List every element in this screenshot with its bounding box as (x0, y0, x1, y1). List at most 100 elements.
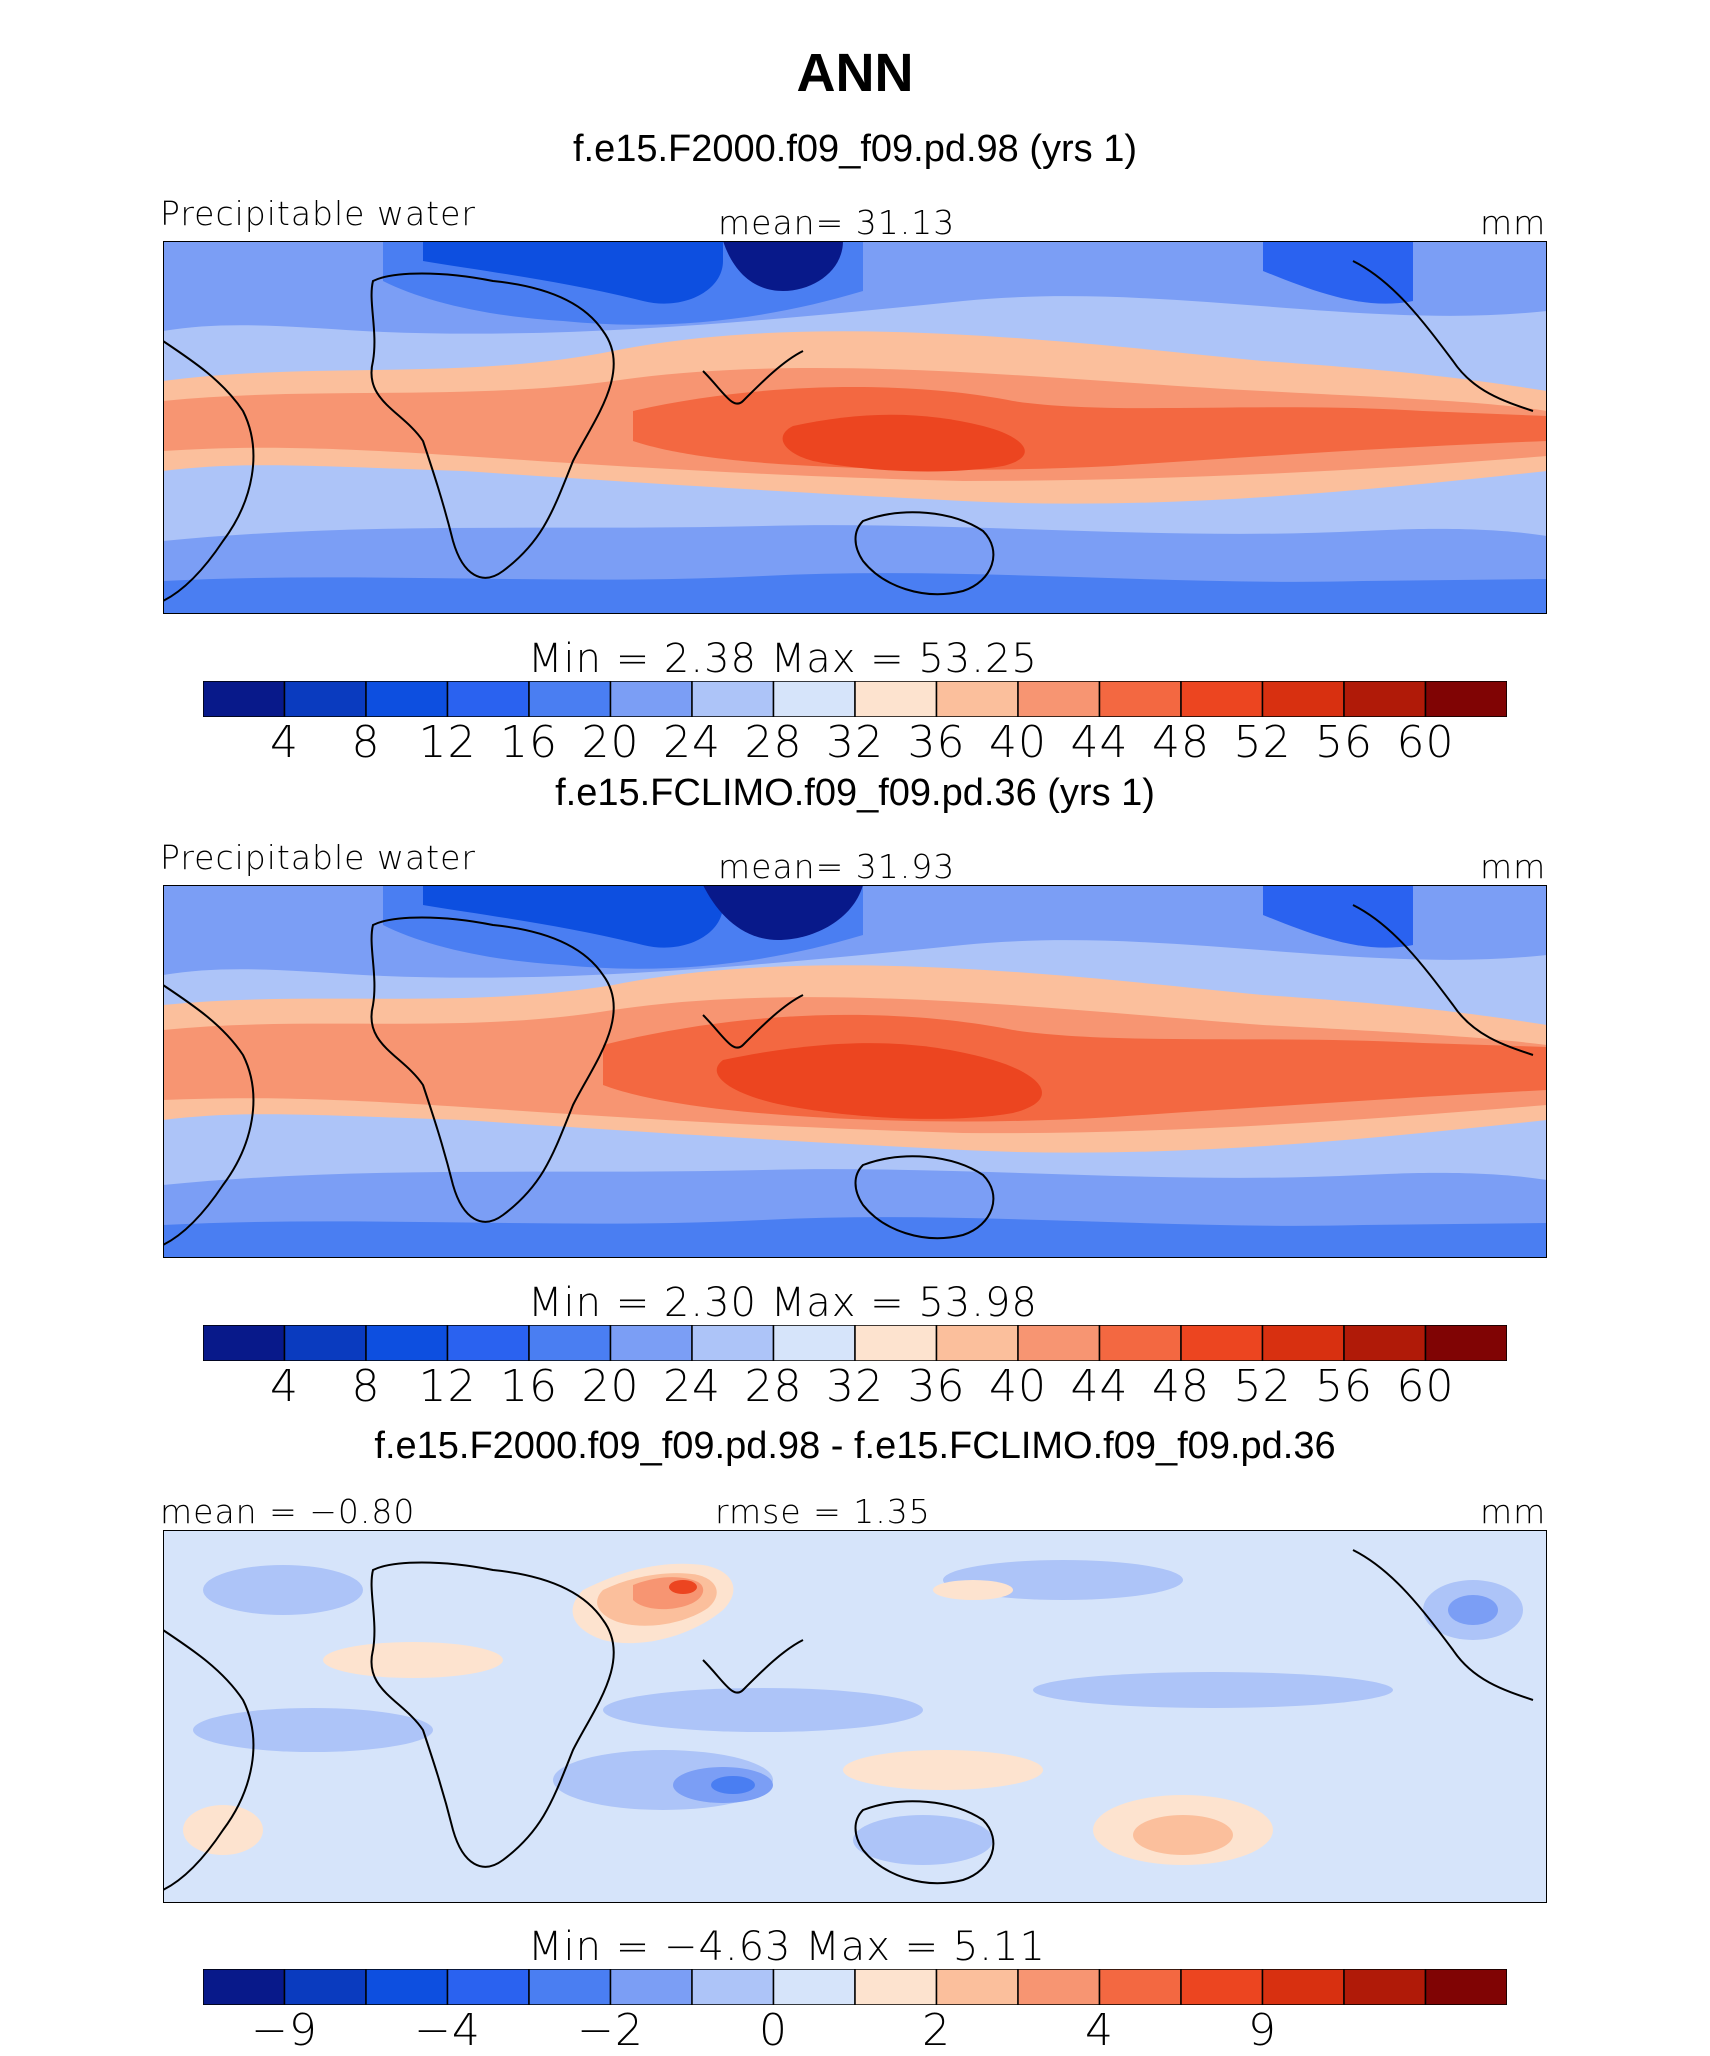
panel1-colorbar-boxes (203, 681, 1507, 717)
colorbar-box (1261, 1325, 1345, 1361)
colorbar-box (691, 681, 775, 717)
panel1-map (163, 241, 1547, 614)
colorbar-box (365, 681, 449, 717)
colorbar-box (1424, 1969, 1507, 2005)
figure-title: ANN (796, 43, 914, 103)
colorbar-tick-label: −4 (414, 2005, 481, 2056)
panel3-rmse-label: rmse = 1.35 (715, 1492, 931, 1531)
colorbar-box (365, 1969, 449, 2005)
panel1-case-title: f.e15.F2000.f09_f09.pd.98 (yrs 1) (572, 128, 1138, 170)
colorbar-box (1180, 1969, 1264, 2005)
colorbar-tick-label: 4 (270, 1361, 299, 1412)
colorbar-box (609, 681, 693, 717)
colorbar-box (1424, 681, 1507, 717)
colorbar-box (283, 1969, 367, 2005)
colorbar-box (1098, 1969, 1182, 2005)
colorbar-box (1180, 681, 1264, 717)
panel1-mean-label: mean= 31.13 (718, 203, 956, 242)
colorbar-box (854, 1969, 938, 2005)
panel2-units-label: mm (1480, 847, 1547, 886)
colorbar-box (1098, 1325, 1182, 1361)
colorbar-box (772, 681, 856, 717)
colorbar-box (203, 681, 286, 717)
colorbar-tick-label: 0 (759, 2005, 788, 2056)
colorbar-box (446, 1325, 530, 1361)
colorbar-box (446, 681, 530, 717)
colorbar-tick-label: 20 (581, 1361, 640, 1412)
colorbar-box (528, 1969, 612, 2005)
colorbar-box (609, 1969, 693, 2005)
colorbar-tick-label: 48 (1152, 717, 1210, 768)
panel3-mean-label: mean = −0.80 (160, 1492, 416, 1531)
colorbar-box (203, 1969, 286, 2005)
panel3-minmax-label: Min = −4.63 Max = 5.11 (528, 1924, 1046, 1970)
colorbar-tick-label: 60 (1396, 1361, 1455, 1412)
colorbar-box (935, 1325, 1019, 1361)
colorbar-box (854, 681, 938, 717)
panel1-minmax-label: Min = 2.38 Max = 53.25 (528, 636, 1038, 682)
colorbar-box (1017, 1325, 1101, 1361)
panel1-units-label: mm (1480, 203, 1547, 242)
colorbar-box (1343, 1969, 1427, 2005)
colorbar-tick-label: 40 (989, 1361, 1047, 1412)
colorbar-tick-label: 2 (922, 2005, 951, 2056)
colorbar-tick-label: 9 (1248, 2005, 1277, 2056)
colorbar-box (935, 681, 1019, 717)
colorbar-tick-label: 12 (418, 717, 477, 768)
colorbar-tick-label: −9 (251, 2005, 318, 2056)
colorbar-box (528, 1325, 612, 1361)
colorbar-tick-label: 52 (1233, 1361, 1292, 1412)
panel3-units-label: mm (1480, 1492, 1547, 1531)
colorbar-tick-label: 12 (418, 1361, 477, 1412)
panel2-variable-label: Precipitable water (160, 838, 476, 877)
panel3-case-title: f.e15.F2000.f09_f09.pd.98 - f.e15.FCLIMO… (374, 1425, 1336, 1467)
colorbar-box (772, 1325, 856, 1361)
panel3-colorbar-boxes (203, 1969, 1507, 2005)
colorbar-tick-label: 16 (500, 717, 558, 768)
colorbar-box (1180, 1325, 1264, 1361)
colorbar-tick-label: 40 (989, 717, 1047, 768)
panel2-mean-label: mean= 31.93 (718, 847, 956, 886)
colorbar-tick-label: 32 (826, 717, 884, 768)
colorbar-box (1343, 681, 1427, 717)
colorbar-box (691, 1325, 775, 1361)
colorbar-box (1017, 681, 1101, 717)
colorbar-box (1343, 1325, 1427, 1361)
colorbar-box (1424, 1325, 1507, 1361)
colorbar-tick-label: 28 (744, 717, 803, 768)
colorbar-tick-label: 36 (907, 1361, 966, 1412)
colorbar-tick-label: 44 (1070, 1361, 1129, 1412)
panel1-colorbar (203, 681, 1507, 717)
colorbar-box (1098, 681, 1182, 717)
colorbar-tick-label: 36 (907, 717, 966, 768)
colorbar-box (528, 681, 612, 717)
panel2-map (163, 885, 1547, 1258)
colorbar-box (772, 1969, 856, 2005)
colorbar-tick-label: 48 (1152, 1361, 1210, 1412)
colorbar-box (1017, 1969, 1101, 2005)
colorbar-tick-label: 28 (744, 1361, 803, 1412)
colorbar-box (1261, 681, 1345, 717)
colorbar-tick-label: 8 (351, 1361, 381, 1412)
colorbar-tick-label: 8 (351, 717, 381, 768)
colorbar-tick-label: 60 (1396, 717, 1455, 768)
colorbar-tick-label: 16 (500, 1361, 558, 1412)
panel2-colorbar-boxes (203, 1325, 1507, 1361)
colorbar-box (283, 1325, 367, 1361)
colorbar-box (935, 1969, 1019, 2005)
colorbar-tick-label: 24 (663, 1361, 721, 1412)
colorbar-box (446, 1969, 530, 2005)
panel2-case-title: f.e15.FCLIMO.f09_f09.pd.36 (yrs 1) (555, 772, 1155, 814)
colorbar-tick-label: 32 (826, 1361, 884, 1412)
colorbar-box (365, 1325, 449, 1361)
colorbar-box (283, 681, 367, 717)
colorbar-tick-label: 24 (663, 717, 721, 768)
colorbar-box (691, 1969, 775, 2005)
colorbar-tick-label: 44 (1070, 717, 1129, 768)
colorbar-tick-label: 56 (1315, 1361, 1373, 1412)
panel3-colorbar (203, 1969, 1507, 2005)
colorbar-box (1261, 1969, 1345, 2005)
colorbar-box (609, 1325, 693, 1361)
panel3-map (163, 1530, 1547, 1903)
colorbar-box (854, 1325, 938, 1361)
